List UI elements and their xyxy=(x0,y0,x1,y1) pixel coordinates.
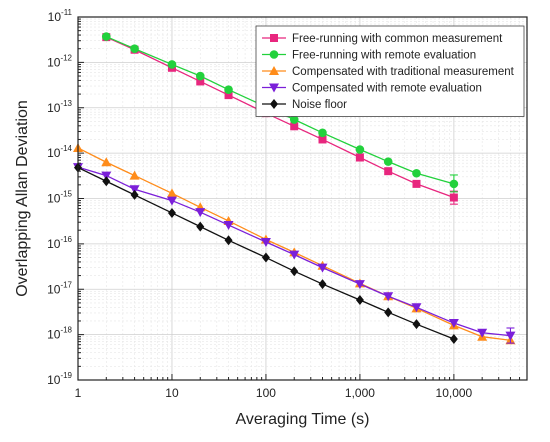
data-point xyxy=(195,71,205,81)
data-point xyxy=(196,221,205,232)
data-point xyxy=(129,170,140,180)
data-point xyxy=(383,292,394,302)
data-point xyxy=(224,85,233,94)
legend-label: Free-running with common measurement xyxy=(292,33,503,45)
y-tick-label: 10-19 xyxy=(47,371,72,387)
data-point xyxy=(166,188,177,198)
data-point xyxy=(224,235,233,246)
data-point xyxy=(449,193,458,202)
legend-label: Compensated with traditional measurement xyxy=(292,66,515,78)
legend-marker xyxy=(269,83,279,93)
data-point xyxy=(318,135,327,144)
legend-marker xyxy=(269,50,279,59)
series-line xyxy=(106,36,455,199)
legend-box xyxy=(255,25,525,117)
data-point xyxy=(167,207,176,218)
x-tick-label: 1,000 xyxy=(345,386,375,400)
data-point xyxy=(289,250,300,260)
data-point xyxy=(355,153,364,162)
data-point xyxy=(261,252,270,263)
series-layer xyxy=(73,32,516,345)
data-point xyxy=(101,32,111,41)
data-point xyxy=(101,171,112,181)
legend-marker xyxy=(270,99,278,109)
x-tick-label: 1 xyxy=(75,386,82,400)
data-point xyxy=(355,294,364,305)
legend-label: Free-running with remote evaluation xyxy=(292,50,476,62)
data-point xyxy=(449,334,458,345)
y-tick-label: 10-16 xyxy=(47,235,72,251)
y-tick-label: 10-11 xyxy=(48,8,73,24)
data-point xyxy=(195,208,206,218)
series-2 xyxy=(101,32,459,193)
legend-marker xyxy=(270,34,278,42)
legend-label: Noise floor xyxy=(292,99,347,111)
data-point xyxy=(317,263,328,273)
data-point xyxy=(130,189,139,200)
legend-label: Compensated with remote evaluation xyxy=(292,83,482,95)
y-tick-label: 10-12 xyxy=(47,53,72,69)
data-point xyxy=(167,60,177,69)
y-tick-label: 10-15 xyxy=(47,190,72,206)
data-point xyxy=(412,168,421,178)
data-point xyxy=(412,319,421,330)
x-tick-label: 10 xyxy=(165,386,179,400)
legend-marker xyxy=(269,66,279,75)
data-point xyxy=(196,77,205,86)
y-axis-title: Overlapping Allan Deviation xyxy=(14,100,31,297)
x-tick-label: 100 xyxy=(256,386,276,400)
data-point xyxy=(318,279,327,290)
data-point xyxy=(318,128,327,138)
data-point xyxy=(384,167,393,176)
y-tick-label: 10-17 xyxy=(47,280,72,296)
data-point xyxy=(505,331,516,341)
y-tick-label: 10-14 xyxy=(47,144,72,160)
data-point xyxy=(290,266,299,277)
data-point xyxy=(101,157,112,167)
legend: Free-running with common measurement Free… xyxy=(255,25,525,117)
data-point xyxy=(130,44,139,54)
data-point xyxy=(260,237,271,247)
data-point xyxy=(223,221,234,231)
data-point xyxy=(129,185,140,195)
data-point xyxy=(102,176,111,187)
x-axis-title: Averaging Time (s) xyxy=(236,411,370,428)
data-point xyxy=(166,196,177,206)
data-point xyxy=(354,280,365,290)
data-point xyxy=(477,328,488,338)
data-point xyxy=(449,179,459,189)
series-5 xyxy=(74,162,458,345)
data-point xyxy=(290,122,299,131)
axis-ticks: 1 10 100 1,000 10,000 10-19 10-18 10-17 10-16 10-… xyxy=(47,8,528,400)
data-point xyxy=(448,319,459,329)
data-point xyxy=(411,303,422,313)
x-tick-label: 10,000 xyxy=(436,386,473,400)
data-point xyxy=(355,145,365,154)
data-point xyxy=(289,115,299,124)
y-tick-label: 10-13 xyxy=(47,99,72,115)
data-point xyxy=(384,307,393,318)
data-point xyxy=(224,91,233,100)
data-point xyxy=(383,157,393,166)
data-point xyxy=(412,179,421,188)
y-tick-label: 10-18 xyxy=(47,326,72,342)
series-4 xyxy=(73,163,516,344)
